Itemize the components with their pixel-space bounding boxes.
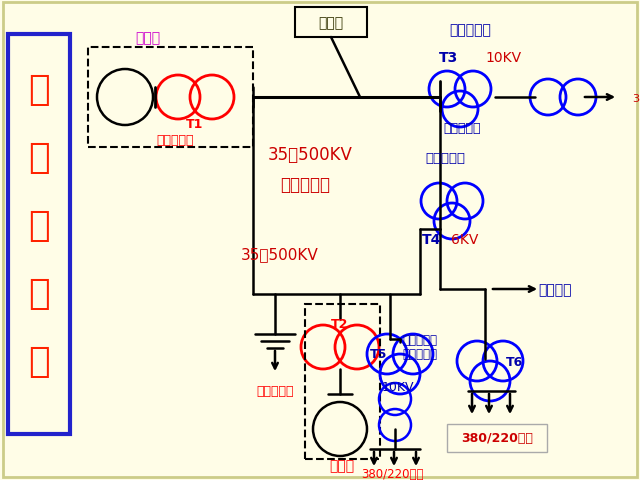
Text: 系: 系 xyxy=(28,209,50,242)
Text: 升压变压器: 升压变压器 xyxy=(256,384,294,397)
Text: 升压变压器: 升压变压器 xyxy=(156,133,194,146)
Text: 统: 统 xyxy=(28,276,50,311)
Text: 380/220用户: 380/220用户 xyxy=(461,432,533,444)
Bar xyxy=(295,8,367,38)
Text: 发电厂: 发电厂 xyxy=(330,458,355,472)
Text: 区域变电站: 区域变电站 xyxy=(403,333,438,346)
Text: 发电厂: 发电厂 xyxy=(136,31,161,45)
Text: 区域变电站: 区域变电站 xyxy=(449,23,491,37)
Text: 高压用户: 高压用户 xyxy=(538,282,572,296)
Text: 高压传输线: 高压传输线 xyxy=(280,176,330,193)
Text: 6KV: 6KV xyxy=(451,232,479,247)
Text: 区域变电站: 区域变电站 xyxy=(425,151,465,164)
Text: 降压变压器: 降压变压器 xyxy=(444,121,481,134)
Text: 力: 力 xyxy=(28,141,50,175)
Text: 35～500KV: 35～500KV xyxy=(268,146,353,164)
Text: T2: T2 xyxy=(332,318,349,331)
Text: 降压变压器: 降压变压器 xyxy=(403,348,438,361)
Text: T4: T4 xyxy=(422,232,442,247)
Bar xyxy=(447,424,547,452)
Text: T3: T3 xyxy=(438,51,458,65)
Text: 35～500KV: 35～500KV xyxy=(241,247,319,262)
Text: 电: 电 xyxy=(28,73,50,107)
Bar xyxy=(305,304,380,459)
Text: 380/220用户: 380/220用户 xyxy=(361,468,423,480)
Text: 输电线: 输电线 xyxy=(319,16,344,30)
Text: 10KV: 10KV xyxy=(381,381,414,394)
Text: T5: T5 xyxy=(371,348,388,361)
Text: T1: T1 xyxy=(186,117,204,130)
Text: 10KV: 10KV xyxy=(485,51,521,65)
Text: T6: T6 xyxy=(506,356,523,369)
Text: 图: 图 xyxy=(28,344,50,378)
Bar xyxy=(88,48,253,148)
Text: 380/220用户: 380/220用户 xyxy=(632,93,640,103)
Bar xyxy=(8,35,70,434)
